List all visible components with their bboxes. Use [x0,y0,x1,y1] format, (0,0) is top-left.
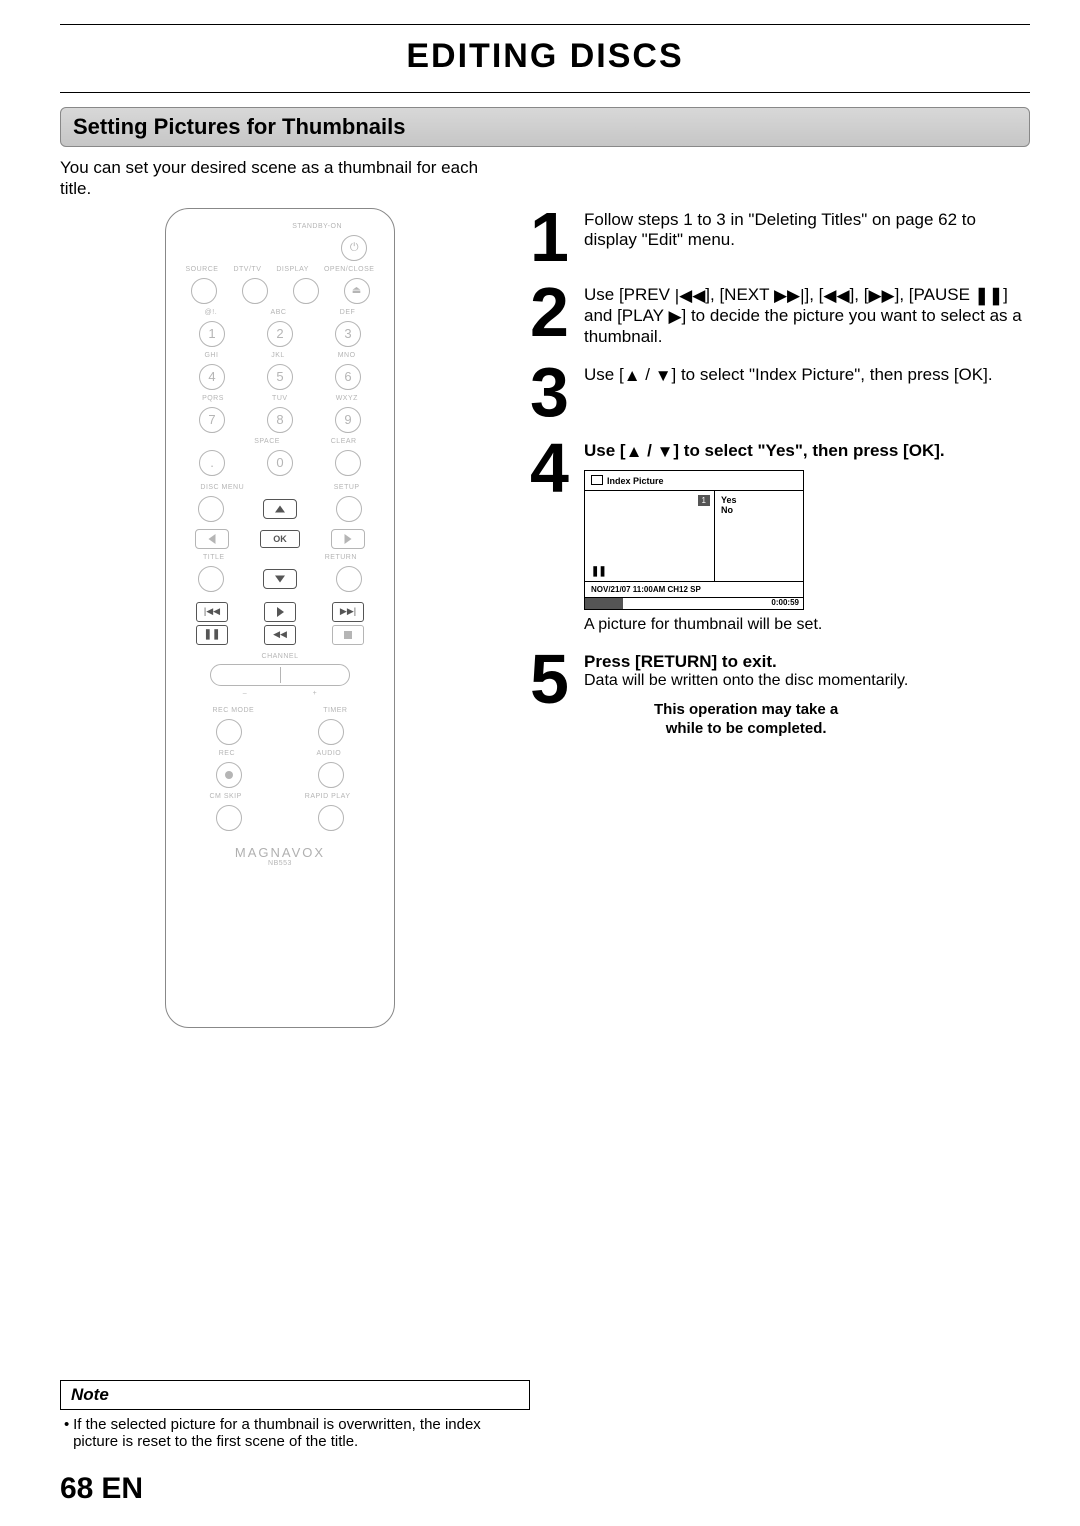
play-sym-icon: ▶ [668,307,681,327]
step-5-title: Press [RETURN] to exit. [584,652,908,672]
up-sym-icon: ▲ [624,366,641,386]
standby-icon: ⏻ [341,235,367,261]
ok-button-icon: OK [260,530,300,548]
left-arrow-icon [195,529,229,549]
page-number: 68 [60,1472,93,1505]
ff-sym-icon: ▶▶ [868,286,894,306]
note-heading: Note [60,1380,530,1410]
osd-time: 0:00:59 [771,598,799,607]
page-title: EDITING DISCS [60,29,1030,88]
step-1: 1 Follow steps 1 to 3 in "Deleting Title… [530,208,1030,268]
step-5-sub: Data will be written onto the disc momen… [584,672,908,690]
osd-opt-no: No [721,505,797,515]
rec-icon [216,762,242,788]
down-sym-icon: ▼ [655,366,672,386]
osd-opt-yes: Yes [721,495,797,505]
step-3-text: Use [▲ / ▼] to select "Index Picture", t… [584,363,993,423]
channel-rocker-icon [210,664,350,686]
up-arrow-icon [263,499,297,519]
down-sym2-icon: ▼ [657,442,674,462]
page-lang: EN [101,1472,143,1505]
next-icon: ▶▶| [332,602,364,622]
step-1-text: Follow steps 1 to 3 in "Deleting Titles"… [584,208,1030,268]
rule-top [60,24,1030,25]
osd-title: Index Picture [607,476,664,486]
osd-icon [591,475,603,485]
page-footer: 68EN [60,1472,143,1506]
note-box: Note • If the selected picture for a thu… [60,1380,530,1450]
play-icon [264,602,296,622]
osd-info: NOV/21/07 11:00AM CH12 SP [584,582,804,598]
bullet-icon: • [64,1416,73,1450]
right-arrow-icon [331,529,365,549]
eject-icon: ⏏ [344,278,370,304]
brand-label: MAGNAVOX [178,845,382,860]
osd-badge: 1 [698,495,710,506]
note-text: If the selected picture for a thumbnail … [73,1416,526,1450]
intro-text: You can set your desired scene as a thum… [60,157,500,200]
step-4: 4 Use [▲ / ▼] to select "Yes", then pres… [530,439,1030,634]
prev-icon: |◀◀ [196,602,228,622]
osd-progress: 0:00:59 [584,598,804,610]
pause-sym-icon: ❚❚ [975,286,1004,306]
step-3: 3 Use [▲ / ▼] to select "Index Picture",… [530,363,1030,423]
prev-sym-icon: |◀◀ [675,286,706,306]
up-sym2-icon: ▲ [626,442,643,462]
osd-pause-icon: ❚❚ [591,566,606,577]
osd-screenshot: Index Picture 1 ❚❚ Yes No NOV/21/07 11 [584,470,804,610]
rule-under-title [60,92,1030,93]
step-4-caption: A picture for thumbnail will be set. [584,616,945,634]
down-arrow-icon [263,569,297,589]
step-2-text: Use [PREV |◀◀], [NEXT ▶▶|], [◀◀], [▶▶], … [584,283,1030,347]
next-sym-icon: ▶▶| [774,286,805,306]
step-4-text: Use [▲ / ▼] to select "Yes", then press … [584,441,945,462]
stop-icon [332,625,364,645]
pause-icon: ❚❚ [196,625,228,645]
rew-sym-icon: ◀◀ [823,286,849,306]
step-5: 5 Press [RETURN] to exit. Data will be w… [530,650,1030,739]
step-2: 2 Use [PREV |◀◀], [NEXT ▶▶|], [◀◀], [▶▶]… [530,283,1030,347]
step-5-warning: This operation may take a while to be co… [584,700,908,739]
remote-diagram: STANDBY-ON ⏻ SOURCE DTV/TV DISPLAY OPEN/… [165,208,395,1028]
osd-preview: 1 ❚❚ [585,491,715,581]
model-label: NB553 [178,860,382,867]
channel-label: CHANNEL [178,653,382,660]
section-heading: Setting Pictures for Thumbnails [60,107,1030,147]
rewind-icon: ◀◀ [264,625,296,645]
standby-label: STANDBY-ON [178,223,382,230]
